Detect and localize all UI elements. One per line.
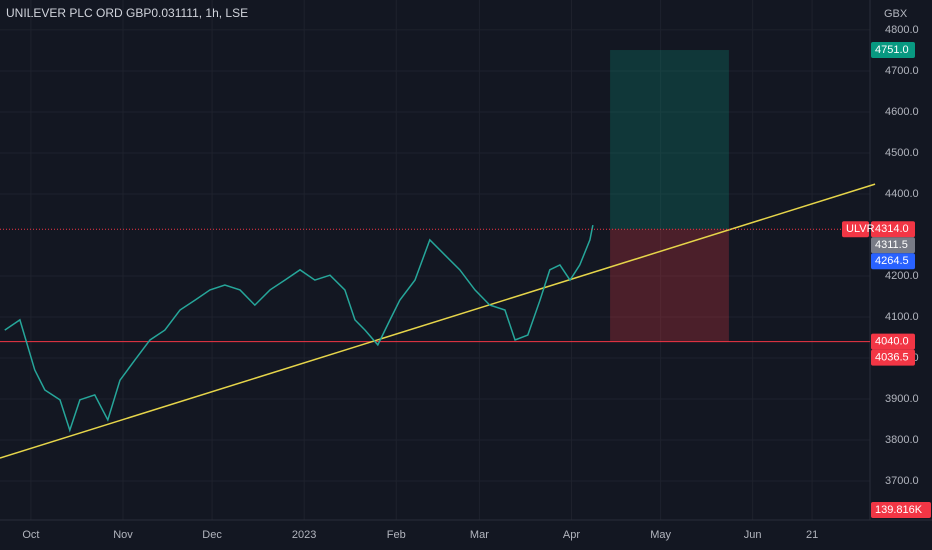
price-label-box bbox=[871, 221, 915, 238]
y-tick-label: 4100.0 bbox=[885, 311, 919, 323]
stop-zone bbox=[610, 229, 729, 342]
x-tick-label: May bbox=[650, 529, 671, 541]
x-tick-label: Oct bbox=[22, 529, 39, 541]
x-tick-label: Jun bbox=[744, 529, 762, 541]
x-tick-label: Mar bbox=[470, 529, 489, 541]
x-tick-label: Nov bbox=[113, 529, 133, 541]
trendline bbox=[0, 183, 876, 459]
price-label: 4040.0 bbox=[875, 336, 909, 348]
volume-label-box bbox=[871, 502, 931, 518]
price-line bbox=[4, 224, 594, 433]
price-label: 4314.0 bbox=[875, 223, 909, 235]
y-tick-label: 3800.0 bbox=[885, 434, 919, 446]
target-zone bbox=[610, 50, 729, 230]
y-tick-label: 4500.0 bbox=[885, 147, 919, 159]
price-label: 4311.5 bbox=[875, 239, 908, 251]
symbol-label-box bbox=[842, 221, 869, 238]
y-tick-label: 3700.0 bbox=[885, 475, 919, 487]
price-label-box bbox=[871, 349, 915, 366]
price-label: 4264.5 bbox=[875, 255, 909, 267]
y-tick-label: 4700.0 bbox=[885, 65, 919, 77]
chart-title: UNILEVER PLC ORD GBP0.031111, 1h, LSE bbox=[6, 6, 248, 20]
axis-unit: GBX bbox=[884, 8, 908, 20]
price-label-box bbox=[871, 42, 915, 59]
price-label-box bbox=[871, 333, 915, 350]
y-tick-label: 4200.0 bbox=[885, 270, 919, 282]
symbol-label: ULVR bbox=[846, 223, 875, 235]
price-label-box bbox=[871, 253, 915, 270]
volume-label: 139.816K bbox=[875, 504, 923, 516]
y-tick-label: 4400.0 bbox=[885, 188, 919, 200]
y-tick-label: 4600.0 bbox=[885, 106, 919, 118]
price-label: 4751.0 bbox=[875, 44, 909, 56]
x-tick-label: Feb bbox=[387, 529, 406, 541]
y-tick-label: 3900.0 bbox=[885, 393, 919, 405]
price-label-box bbox=[871, 237, 915, 254]
x-tick-label: 21 bbox=[806, 529, 818, 541]
x-tick-label: Apr bbox=[563, 529, 580, 541]
y-tick-label: 4800.0 bbox=[885, 24, 919, 36]
price-label: 4036.5 bbox=[875, 352, 909, 364]
x-tick-label: Dec bbox=[202, 529, 222, 541]
x-tick-label: 2023 bbox=[292, 529, 316, 541]
